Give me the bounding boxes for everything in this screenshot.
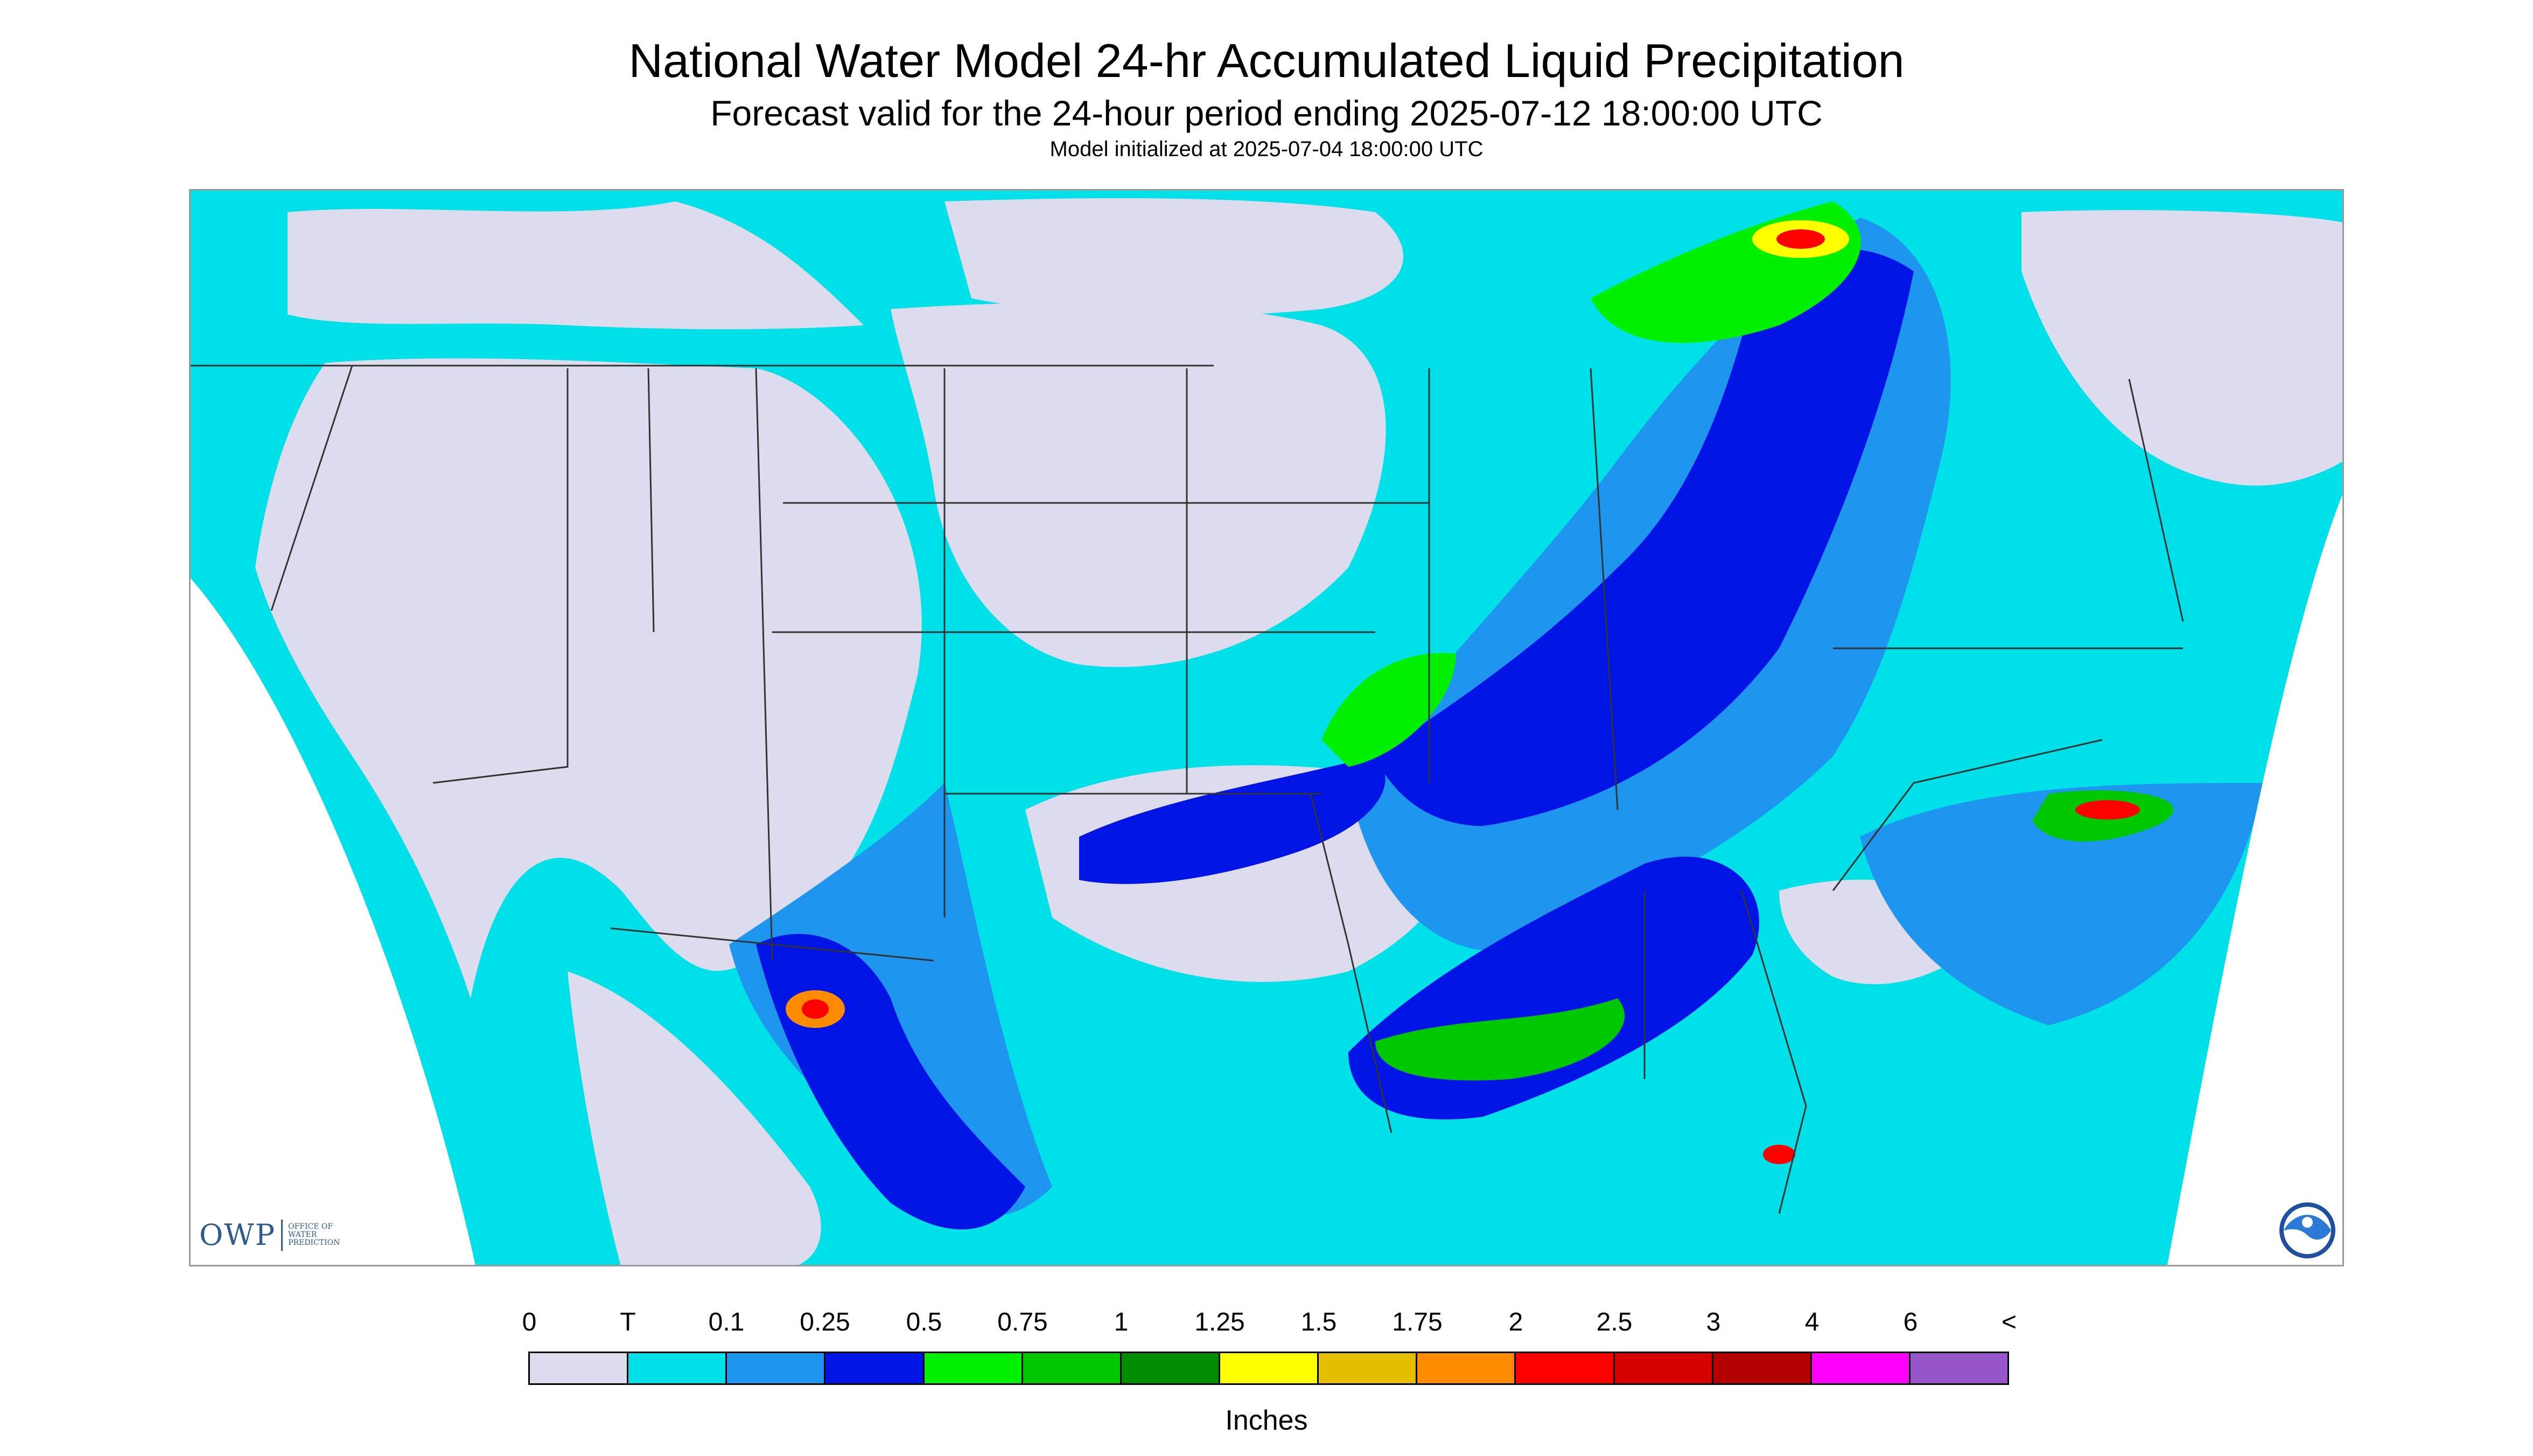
owp-logo-mark: OWP bbox=[199, 1218, 276, 1252]
legend-swatch bbox=[1220, 1353, 1319, 1383]
legend-swatch bbox=[1319, 1353, 1418, 1383]
owp-logo: OWP OFFICE OF WATER PREDICTION bbox=[199, 1218, 353, 1252]
legend-swatch bbox=[1811, 1353, 1911, 1383]
legend-label: 2 bbox=[1508, 1308, 1523, 1336]
legend-label: 0.1 bbox=[708, 1308, 745, 1336]
legend-color-bar bbox=[528, 1352, 2009, 1385]
legend-label: 2.5 bbox=[1596, 1308, 1633, 1336]
legend-label: T bbox=[620, 1308, 636, 1336]
light-rain-carolinas bbox=[1860, 783, 2264, 1025]
legend-label: 0.25 bbox=[800, 1308, 850, 1336]
legend-swatch bbox=[1910, 1353, 2008, 1383]
model-init-line: Model initialized at 2025-07-04 18:00:00… bbox=[1049, 137, 1484, 161]
intense-core-north-red bbox=[1776, 229, 1825, 249]
legend-swatch bbox=[1417, 1353, 1516, 1383]
map-subtitle: Forecast valid for the 24-hour period en… bbox=[710, 93, 1823, 133]
legend-swatch bbox=[1614, 1353, 1713, 1383]
map-title: National Water Model 24-hr Accumulated L… bbox=[628, 34, 1905, 87]
legend-label: < bbox=[2001, 1308, 2017, 1336]
legend-label: 1.75 bbox=[1392, 1308, 1443, 1336]
no-rain-west bbox=[255, 358, 922, 999]
owp-logo-line: PREDICTION bbox=[288, 1238, 340, 1247]
no-rain-canada bbox=[944, 198, 1404, 317]
no-rain-east-canada bbox=[2021, 210, 2342, 486]
legend-label: 4 bbox=[1804, 1308, 1820, 1336]
intense-core-florida bbox=[1763, 1145, 1795, 1164]
heavy-rain-kansas bbox=[1321, 653, 1456, 767]
noaa-logo bbox=[2279, 1202, 2335, 1258]
legend-swatch bbox=[924, 1353, 1023, 1383]
no-rain-plains bbox=[891, 302, 1386, 667]
owp-logo-divider bbox=[281, 1219, 283, 1251]
no-rain-northwest bbox=[288, 201, 864, 330]
owp-logo-text: OFFICE OF WATER PREDICTION bbox=[288, 1223, 353, 1247]
legend-swatch bbox=[628, 1353, 727, 1383]
owp-logo-line: WATER bbox=[288, 1230, 317, 1239]
map-canvas bbox=[191, 191, 2342, 1265]
legend-swatch bbox=[727, 1353, 826, 1383]
moderate-rain-midwest bbox=[1375, 249, 1914, 826]
mask-east bbox=[2167, 495, 2342, 1265]
legend-swatch bbox=[1023, 1353, 1122, 1383]
precipitation-map bbox=[189, 189, 2344, 1266]
legend-swatch bbox=[530, 1353, 629, 1383]
legend-label: 0.75 bbox=[997, 1308, 1048, 1336]
legend-label: 1.25 bbox=[1194, 1308, 1245, 1336]
legend-labels: 0 T 0.1 0.25 0.5 0.75 1 1.25 1.5 1.75 2 … bbox=[0, 1307, 2533, 1340]
legend-swatch bbox=[825, 1353, 925, 1383]
moderate-rain-panhandle bbox=[1079, 756, 1386, 884]
legend-units: Inches bbox=[1225, 1405, 1308, 1436]
legend-swatch bbox=[1713, 1353, 1812, 1383]
legend-label: 6 bbox=[1903, 1308, 1918, 1336]
no-rain-mexico bbox=[568, 971, 821, 1265]
intense-core-mexico-red bbox=[802, 999, 829, 1019]
legend-swatch bbox=[1121, 1353, 1220, 1383]
intense-core-atlantic bbox=[2075, 800, 2140, 820]
legend-label: 0.5 bbox=[906, 1308, 942, 1336]
heavy-rain-gulf-coast bbox=[1375, 998, 1625, 1081]
owp-logo-line: OFFICE OF bbox=[288, 1222, 333, 1231]
legend-label: 0 bbox=[522, 1308, 537, 1336]
mask-west bbox=[191, 578, 475, 1265]
legend-swatch bbox=[1516, 1353, 1615, 1383]
state-borders bbox=[191, 365, 2184, 1214]
legend-label: 1.5 bbox=[1300, 1308, 1337, 1336]
legend-label: 3 bbox=[1706, 1308, 1721, 1336]
legend-label: 1 bbox=[1114, 1308, 1129, 1336]
